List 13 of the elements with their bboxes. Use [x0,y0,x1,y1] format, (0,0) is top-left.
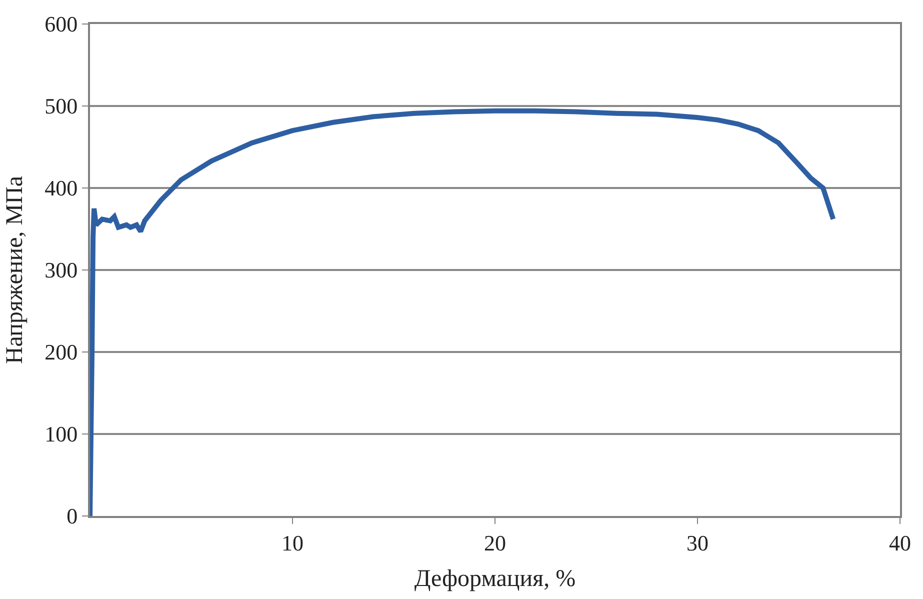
y-tick-label: 600 [44,12,78,37]
y-tick-label: 500 [44,94,78,119]
y-tick-label: 0 [66,504,78,529]
x-tick-label: 30 [686,530,708,556]
y-tick-label: 200 [44,340,78,365]
y-tick-label: 400 [44,176,78,201]
y-tick-label: 300 [44,258,78,283]
y-axis-title: Напряжение, МПа [2,176,28,364]
y-tick-label: 100 [44,422,78,447]
x-tick-label: 10 [282,530,304,556]
x-tick-label: 40 [889,530,911,556]
x-tick-label: 20 [484,530,506,556]
x-axis-title: Деформация, % [414,566,576,592]
